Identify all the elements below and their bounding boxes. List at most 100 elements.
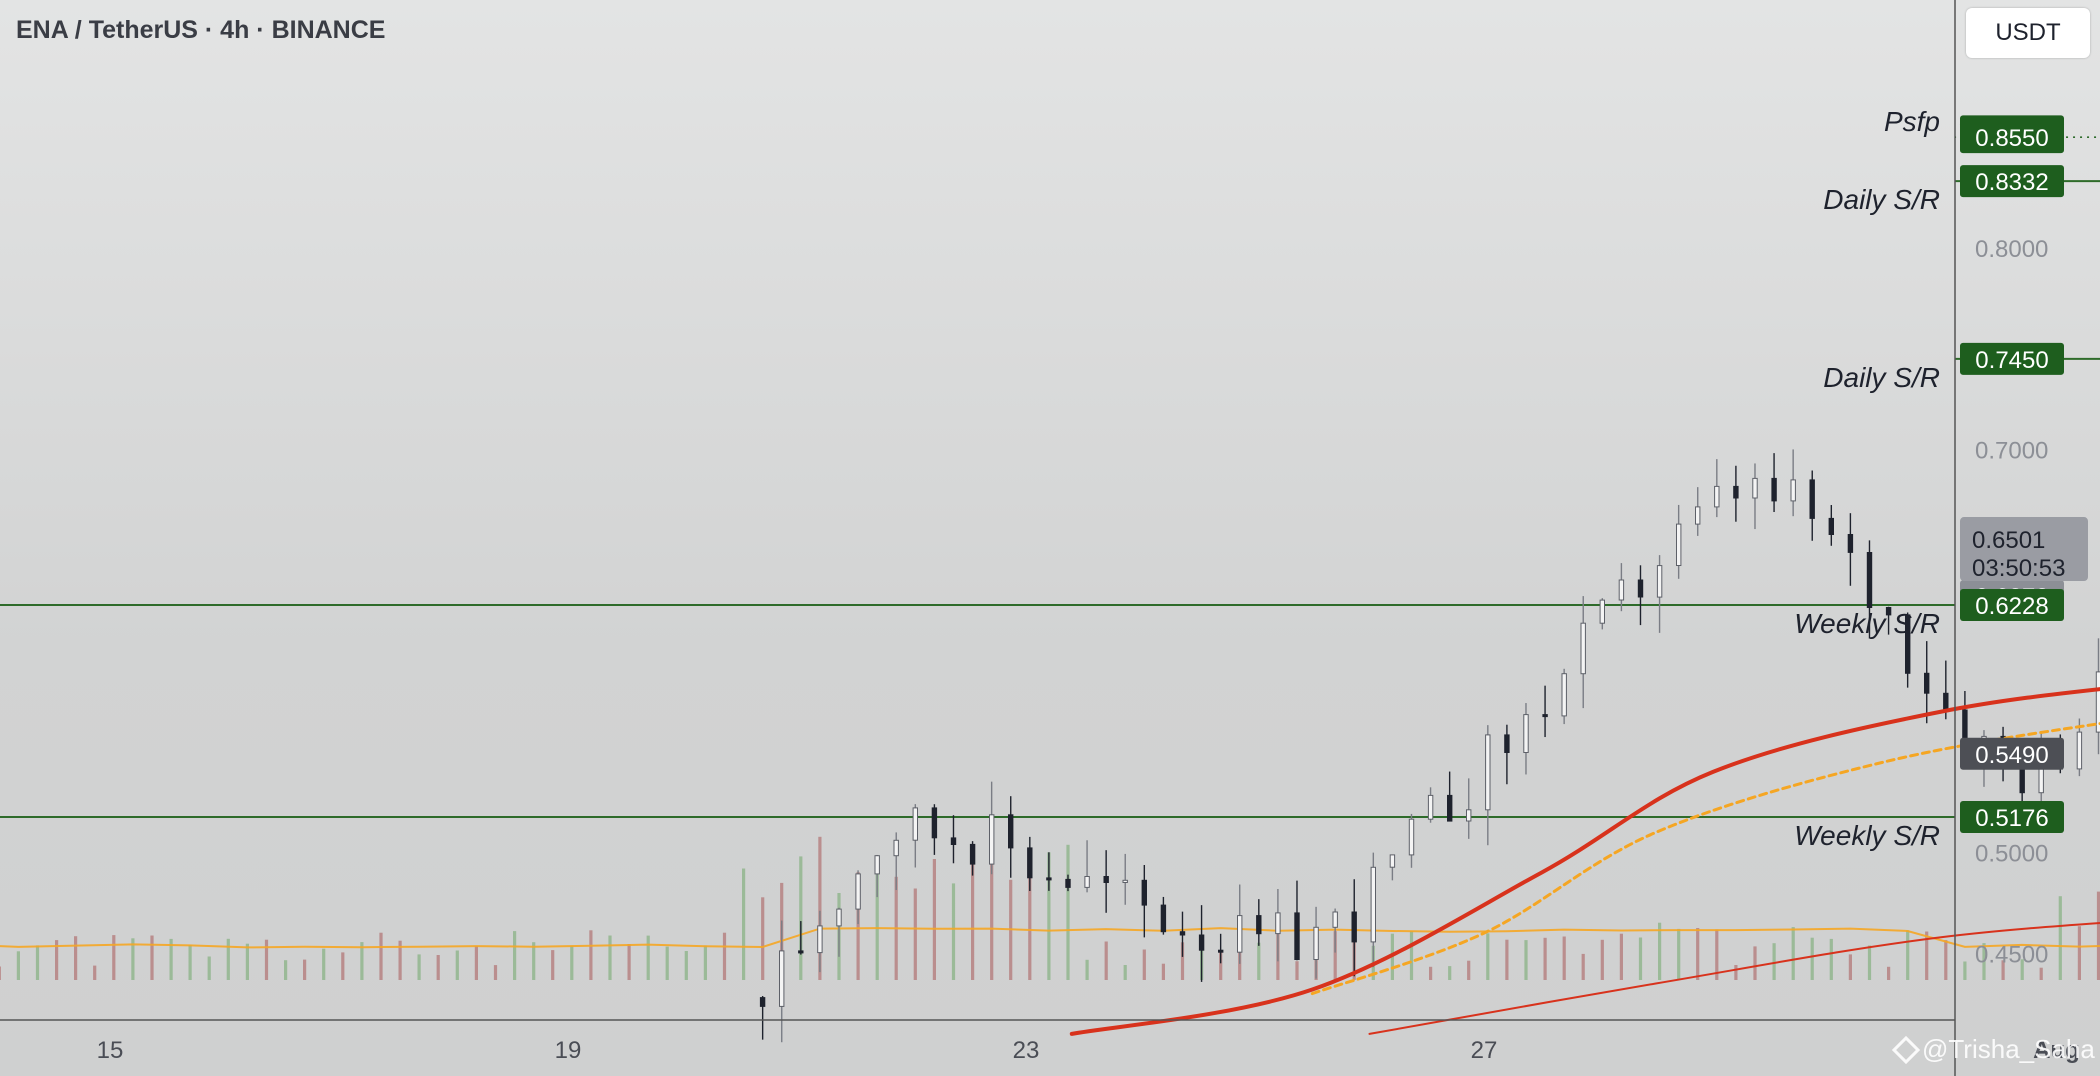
y-tick-label: 0.8000 <box>1975 236 2048 263</box>
candle-body <box>1771 477 1777 502</box>
x-tick-label: 23 <box>1013 1037 1040 1064</box>
price-tag-label: 0.5176 <box>1975 805 2048 832</box>
volume-bar <box>226 938 230 980</box>
volume-bar <box>1638 937 1643 980</box>
candle-body <box>855 873 861 910</box>
volume-bar <box>1982 943 1986 980</box>
volume-bar <box>1295 961 1299 980</box>
last-price-box <box>1960 517 2088 582</box>
candle-body <box>1637 579 1644 598</box>
volume-bar <box>1658 922 1662 980</box>
symbol-title[interactable]: ENA / TetherUS · 4h · BINANCE <box>16 16 386 44</box>
slow-ma-line <box>1368 921 2100 1035</box>
candle-body <box>1141 879 1147 906</box>
x-tick-label: 15 <box>97 1037 124 1064</box>
volume-bar <box>74 936 78 980</box>
volume-bar <box>761 897 765 980</box>
volume-bar <box>665 946 669 980</box>
volume-bar <box>1123 965 1127 980</box>
volume-bar <box>722 932 727 980</box>
candle-body <box>1427 794 1434 820</box>
countdown-label: 03:50:53 <box>1972 555 2065 582</box>
moving-averages <box>1069 687 2100 1036</box>
candle-body <box>1599 599 1605 624</box>
candle-body <box>931 807 938 839</box>
candle-body <box>1790 479 1796 502</box>
volume-bar <box>1734 965 1738 980</box>
volume-ma-line <box>0 927 2100 949</box>
candle-body <box>1313 926 1319 960</box>
candle-body <box>2095 671 2100 733</box>
y-tick-label: 0.5000 <box>1975 841 2048 868</box>
volume-bar <box>1715 929 1719 980</box>
volume-bar <box>532 942 536 980</box>
candle-body <box>798 950 804 954</box>
volume-bar <box>1085 959 1089 980</box>
candle-body <box>1160 904 1167 933</box>
price-tag: 0.6228 <box>1960 589 2064 622</box>
volume-bar <box>188 945 192 980</box>
price-tag-box <box>1960 589 2064 622</box>
volume-bar <box>1562 936 1566 980</box>
level-label: Weekly S/R <box>1794 608 1940 639</box>
currency-button[interactable]: USDT <box>1966 8 2090 58</box>
x-tick-label: 27 <box>1471 1037 1498 1064</box>
candle-body <box>1809 479 1815 519</box>
candle-body <box>1695 506 1701 525</box>
candle-body <box>1676 523 1682 566</box>
volume-bar <box>703 945 707 980</box>
volume-bar <box>379 932 383 980</box>
price-tag-box <box>1960 165 2064 198</box>
y-tick-label: 0.4500 <box>1975 941 2048 968</box>
volume-bar <box>1524 940 1528 980</box>
price-tag-box <box>1960 801 2064 834</box>
candle-body <box>1351 911 1357 943</box>
volume-bar <box>16 951 20 980</box>
candle-body <box>1943 692 1949 711</box>
volume-bar <box>1028 859 1032 980</box>
volume-bar <box>1887 966 1891 980</box>
volume-bar <box>150 935 154 980</box>
candle-body <box>1752 477 1758 499</box>
price-tags: 0.85790.85500.83320.74500.62720.62280.54… <box>1960 115 2088 834</box>
candle-body <box>836 908 842 927</box>
price-tag: 0.8332 <box>1960 165 2064 198</box>
price-tag-label: 0.7450 <box>1975 347 2048 374</box>
volume-bar <box>513 931 517 980</box>
candles <box>759 449 2100 1043</box>
volume-bar <box>1104 941 1108 980</box>
candle-body <box>969 843 976 865</box>
volume-bar <box>436 955 440 980</box>
price-tag: 0.8550 <box>1960 121 2064 154</box>
candle-body <box>893 839 899 857</box>
candle-body <box>1828 517 1834 536</box>
candle-body <box>1485 734 1491 811</box>
level-label: Psfp <box>1884 106 1940 137</box>
price-tag-box <box>1960 737 2064 770</box>
volume-bar <box>303 959 307 980</box>
candle-body <box>1218 949 1224 953</box>
volume-bar <box>932 859 936 980</box>
volume-bar <box>322 948 326 980</box>
volume-bar <box>207 956 211 980</box>
candle-body <box>1905 614 1911 674</box>
volume-bar <box>112 935 116 980</box>
price-tag-label: 0.8332 <box>1975 169 2048 196</box>
volume-bar <box>1257 942 1261 980</box>
volume-bar <box>1619 933 1623 980</box>
last-price-label: 0.6501 <box>1972 527 2045 554</box>
candle-body <box>1389 854 1396 868</box>
volume-bar <box>1047 852 1051 980</box>
volume-bar <box>875 869 879 980</box>
candle-body <box>1122 879 1128 883</box>
volume-bar <box>35 945 40 980</box>
x-tick-label: 19 <box>555 1037 582 1064</box>
binance-logo-icon <box>1891 1035 1921 1064</box>
volume-bar <box>1963 961 1967 980</box>
watermark: @Trisha_Saha <box>1891 1034 2095 1065</box>
volume-bar <box>1142 949 1146 980</box>
candle-body <box>989 814 995 865</box>
candle-body <box>1866 552 1873 608</box>
